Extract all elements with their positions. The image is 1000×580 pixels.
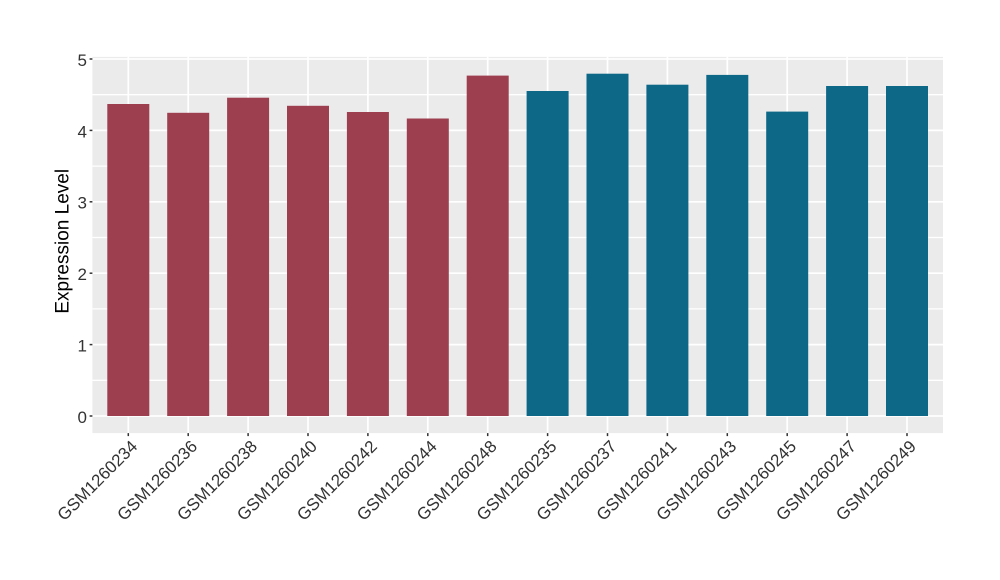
svg-text:3: 3 [78,194,87,213]
svg-text:Expression Level: Expression Level [53,169,74,314]
svg-text:0: 0 [78,408,87,427]
svg-text:4: 4 [78,122,87,141]
svg-text:5: 5 [78,51,87,70]
svg-text:2: 2 [78,265,87,284]
svg-text:1: 1 [78,337,87,356]
